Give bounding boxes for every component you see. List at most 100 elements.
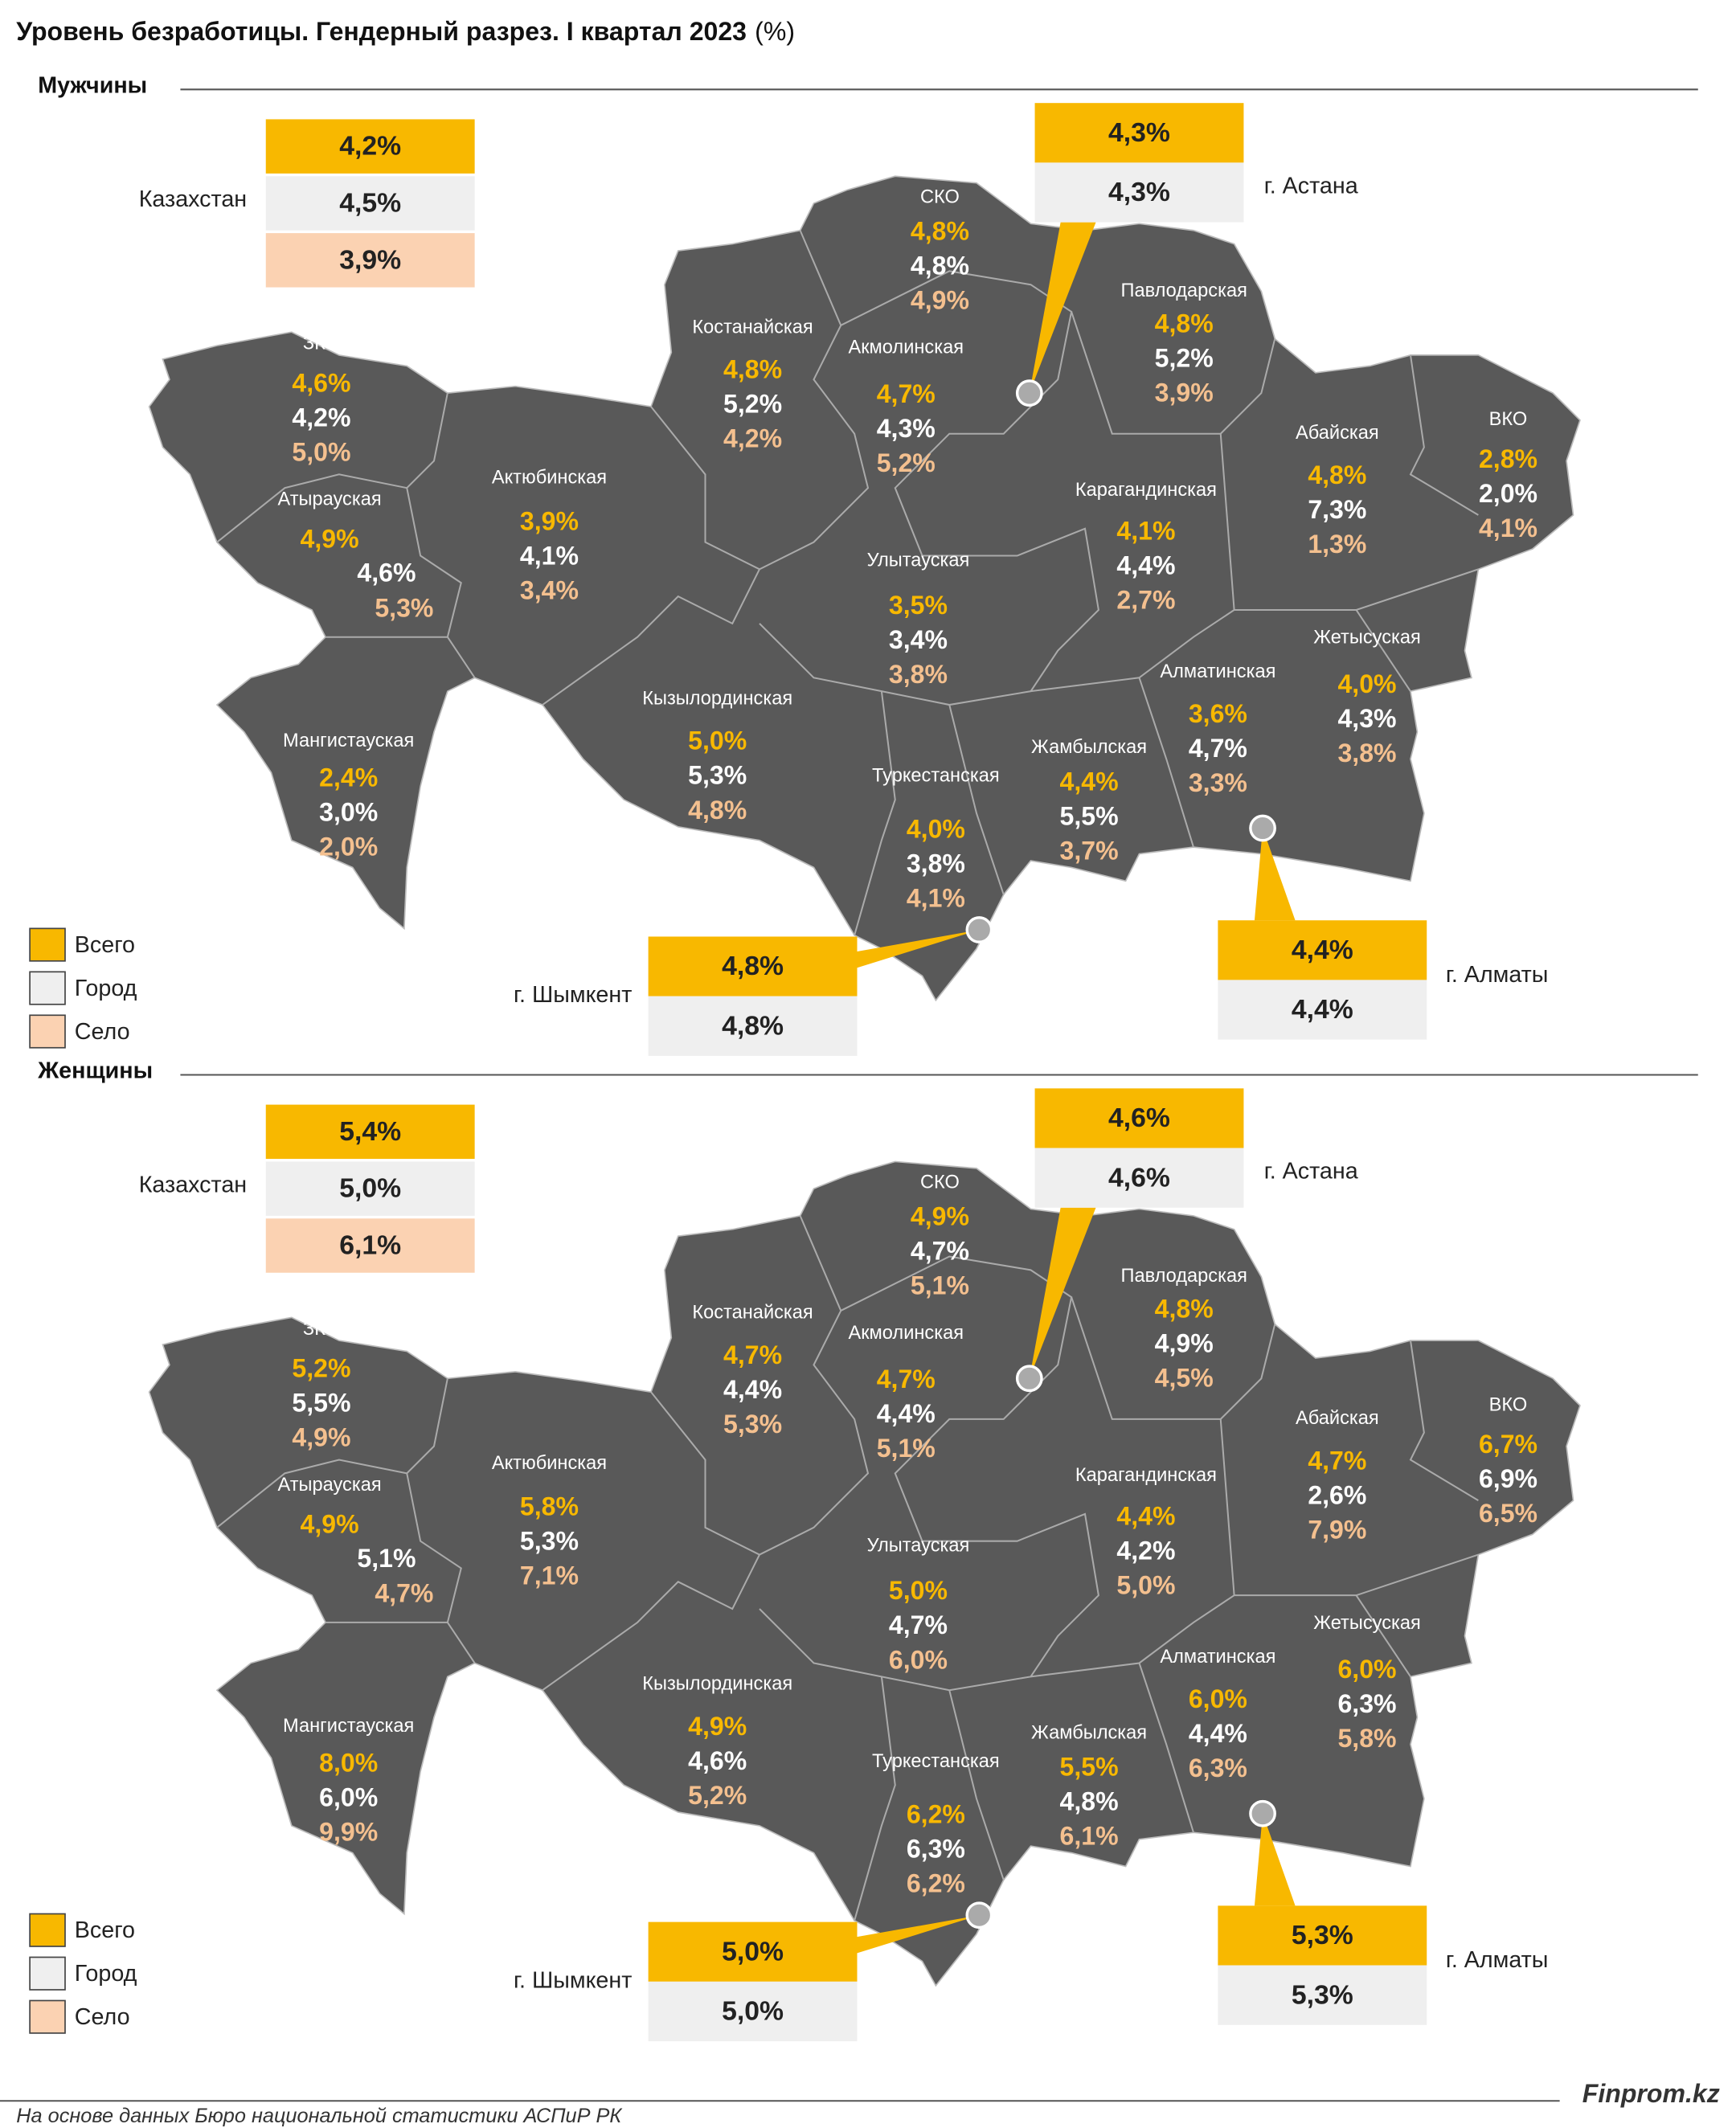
region-name: Улытауская (867, 1536, 970, 1557)
region-value: 2,7% (1116, 585, 1175, 614)
region-name: Костанайская (692, 1303, 813, 1324)
country-map (148, 1160, 1581, 1987)
region-name: Атырауская (277, 1475, 381, 1496)
region-value: 5,0% (292, 437, 350, 466)
region-value: 4,8% (911, 217, 969, 246)
legend-swatch (29, 1999, 66, 2034)
region-value: 4,9% (1155, 1328, 1214, 1357)
panel: Мужчины СКО 4,8% 4,8% 4,9% Костанайская 4,8% 5,… (29, 73, 1698, 1056)
region-value: 3,9% (520, 507, 579, 536)
legend-label: Село (75, 1019, 130, 1045)
city-name: г. Астана (1264, 173, 1358, 198)
city-value: 4,3% (1108, 177, 1170, 207)
city-marker (965, 1901, 993, 1930)
region-name: ЗКО (303, 1319, 340, 1340)
region-value: 4,6% (688, 1746, 747, 1775)
region-value: 4,1% (1116, 516, 1175, 545)
city-box (1034, 1088, 1244, 1148)
city-box (1034, 103, 1244, 163)
city-box (648, 996, 858, 1056)
city-box (648, 1921, 858, 1982)
region-name: Жетысуская (1313, 628, 1421, 649)
region-value: 4,4% (1189, 1719, 1247, 1748)
region-value: 3,8% (907, 849, 965, 878)
region-value: 4,9% (301, 524, 359, 553)
region-value: 4,1% (907, 883, 965, 912)
region-value: 4,7% (877, 379, 936, 408)
region-value: 2,0% (319, 832, 378, 861)
region-value: 7,9% (1308, 1515, 1366, 1544)
region-name: СКО (920, 1172, 960, 1193)
region-value: 4,8% (723, 355, 782, 384)
city-box (648, 936, 858, 996)
country-box (265, 1104, 475, 1160)
region-value: 4,8% (688, 796, 747, 825)
city-name: г. Шымкент (514, 1967, 632, 1993)
region-value: 5,5% (292, 1389, 350, 1418)
country-value: 4,5% (339, 188, 401, 219)
country-value: 4,2% (339, 131, 401, 162)
region-name: ЗКО (303, 334, 340, 354)
legend-label: Село (75, 2004, 130, 2030)
region-value: 4,2% (1116, 1537, 1175, 1565)
region-name: Атырауская (277, 489, 381, 510)
region-name: Мангистауская (283, 1716, 414, 1737)
region-value: 6,0% (889, 1645, 948, 1674)
region-value: 4,9% (911, 1202, 969, 1231)
region-value: 6,3% (1337, 1689, 1396, 1718)
region-name: Жамбылская (1031, 737, 1147, 758)
country-box (265, 1161, 475, 1216)
region-value: 6,2% (907, 1800, 965, 1829)
city-box (1034, 162, 1244, 223)
region-value: 5,2% (1155, 343, 1214, 372)
region-value: 6,9% (1479, 1464, 1537, 1493)
region-value: 4,9% (911, 286, 969, 315)
region-value: 5,5% (1060, 1753, 1119, 1782)
legend-label: Город (75, 1961, 137, 1987)
region-name: Карагандинская (1075, 480, 1217, 501)
region-value: 3,9% (1155, 378, 1214, 407)
city-marker (1249, 1799, 1276, 1827)
city-value: 4,4% (1292, 994, 1353, 1025)
city-box (1218, 1905, 1427, 1966)
region-name: Абайская (1296, 1408, 1379, 1429)
region-name: ВКО (1489, 1394, 1528, 1415)
region-value: 5,2% (877, 448, 936, 477)
city-marker (1249, 814, 1276, 842)
country-box (265, 176, 475, 231)
region-value: 5,5% (1060, 801, 1119, 830)
panel: Женщины СКО 4,9% 4,7% 5,1% Костанайская 4,7% 4,… (29, 1058, 1698, 2042)
legend-swatch (29, 1014, 66, 1049)
legend-label: Город (75, 976, 137, 1001)
city-pointer (1029, 222, 1096, 394)
title-main: Уровень безработицы. Гендерный разрез. I… (16, 18, 747, 47)
title-unit: (%) (755, 18, 795, 47)
region-value: 3,8% (889, 660, 948, 689)
legend-swatch (29, 1956, 66, 1991)
legend-label: Всего (75, 1917, 135, 1943)
country-value: 5,0% (339, 1173, 401, 1204)
region-value: 5,3% (520, 1527, 579, 1556)
brand: Finprom.kz (1582, 2079, 1720, 2108)
region-value: 4,7% (375, 1579, 433, 1608)
country-map (148, 175, 1581, 1001)
region-value: 4,2% (292, 403, 350, 432)
city-value: 4,3% (1108, 117, 1170, 148)
region-value: 4,3% (877, 414, 936, 443)
region-value: 4,7% (723, 1340, 782, 1369)
section-label: Женщины (37, 1058, 153, 1084)
region-value: 5,8% (1337, 1724, 1396, 1753)
region-value: 2,8% (1479, 444, 1537, 473)
city-value: 4,6% (1108, 1103, 1170, 1133)
region-value: 5,3% (375, 593, 433, 622)
city-name: г. Шымкент (514, 982, 632, 1008)
region-name: Алматинская (1160, 1647, 1275, 1668)
region-value: 5,2% (688, 1781, 747, 1810)
country-value: 3,9% (339, 244, 401, 275)
city-pointer (1254, 828, 1296, 921)
region-name: Жамбылская (1031, 1722, 1147, 1743)
region-value: 4,9% (301, 1510, 359, 1539)
region-value: 7,1% (520, 1561, 579, 1590)
